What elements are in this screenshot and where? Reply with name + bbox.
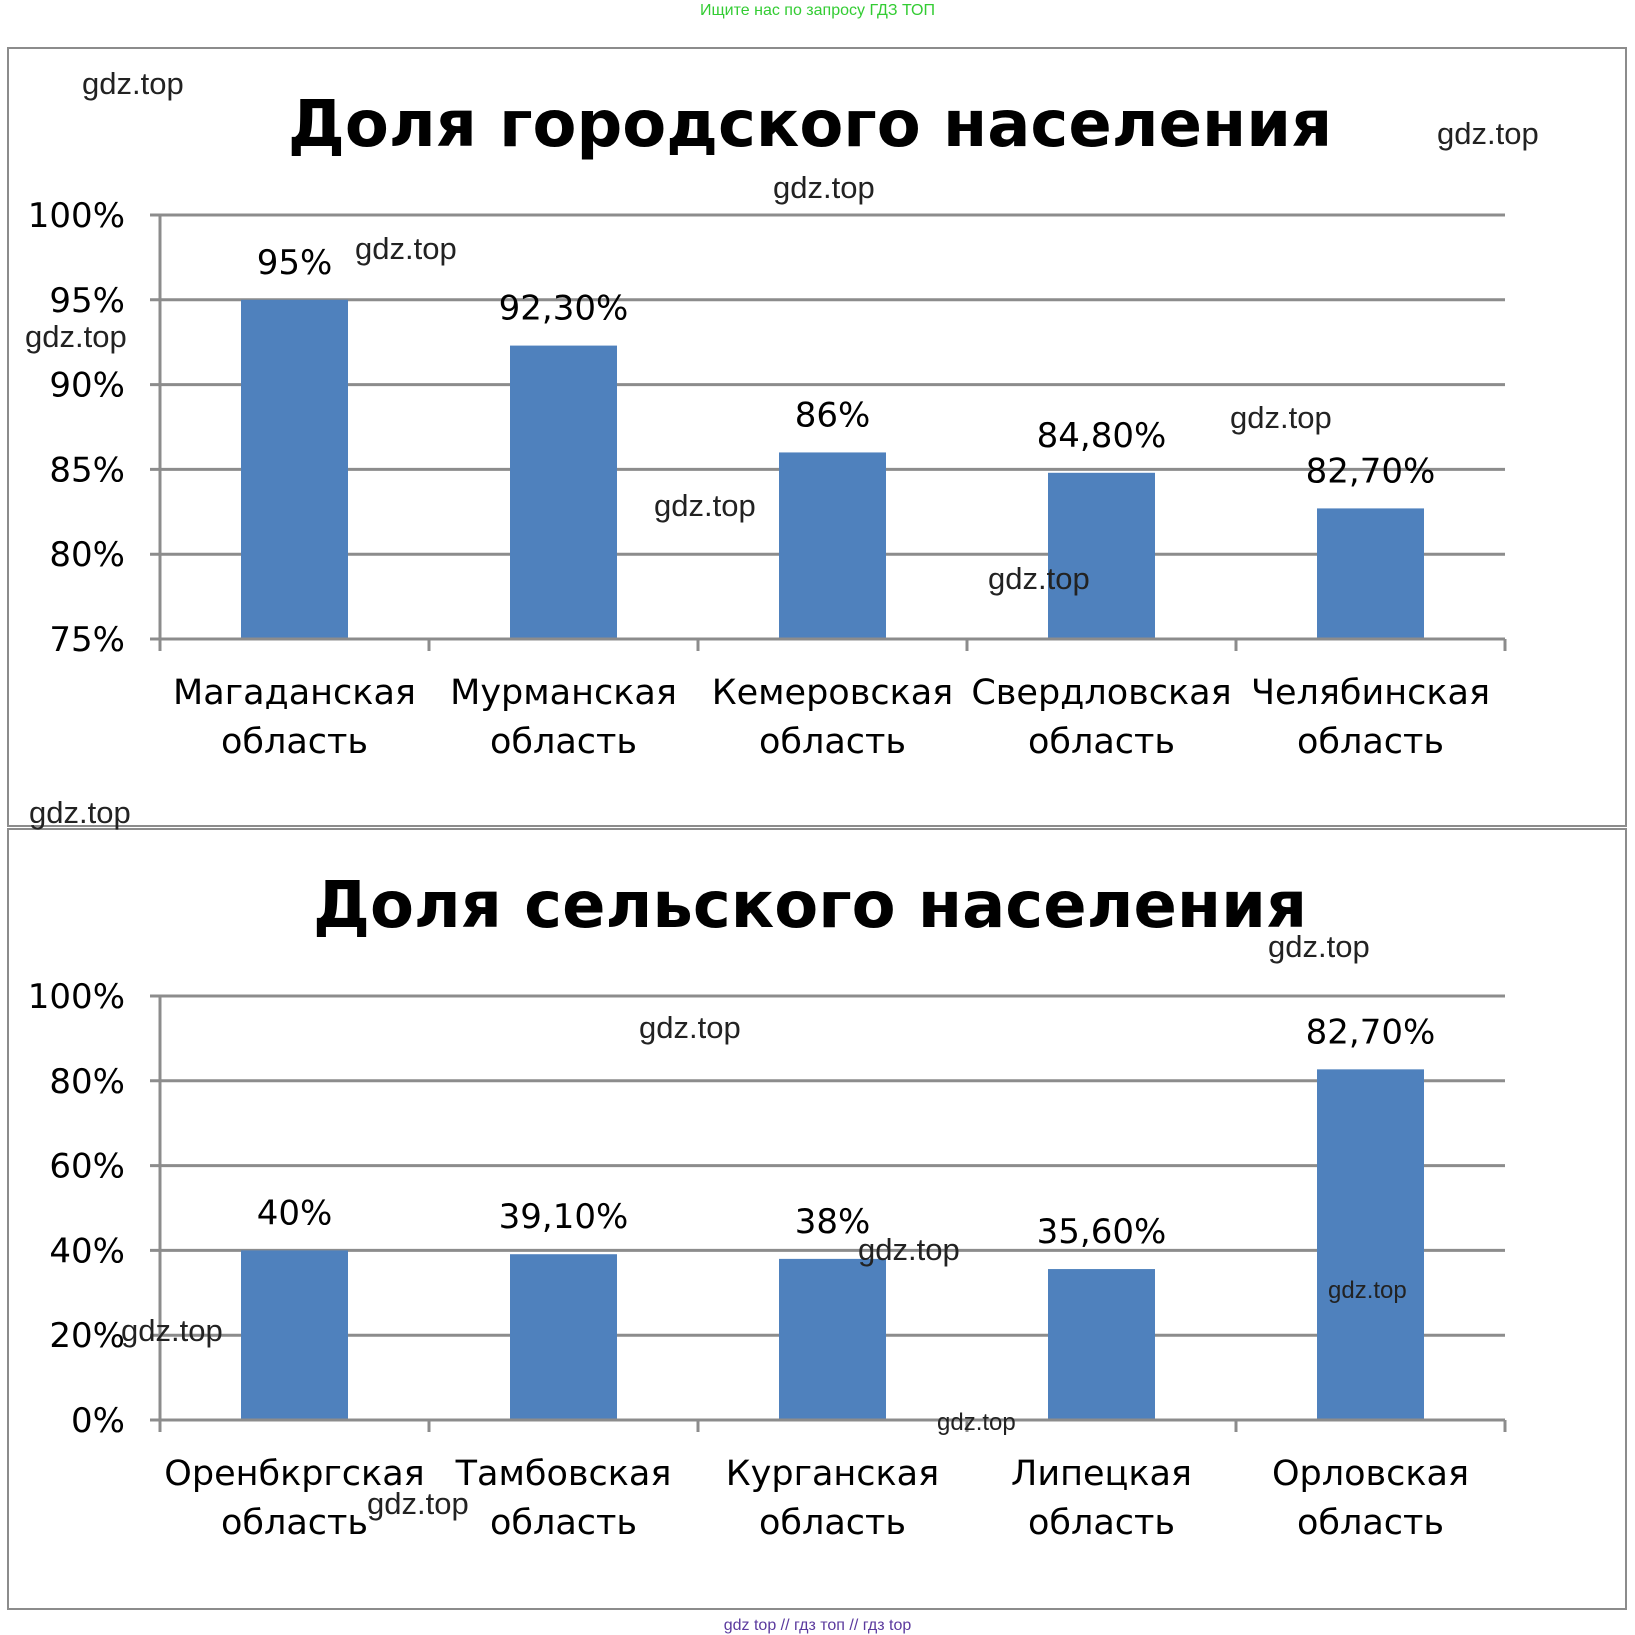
data-label: 35,60% xyxy=(1037,1212,1167,1252)
footer-banner-separator: // xyxy=(849,1617,859,1634)
y-tick-label: 60% xyxy=(49,1147,125,1187)
x-category-label: область xyxy=(490,722,637,762)
watermark: gdz.top xyxy=(1328,1277,1407,1304)
x-category-label: область xyxy=(759,722,906,762)
x-category-label: область xyxy=(490,1503,637,1543)
data-label: 82,70% xyxy=(1306,451,1436,491)
rural-population-chart-panel: Доля сельского населения 0% 20% 40% 60% 80% 10… xyxy=(7,828,1627,1610)
bar xyxy=(510,1254,617,1420)
x-category-label: Магаданская xyxy=(173,673,416,713)
x-category-label: Челябинская xyxy=(1251,673,1490,713)
x-category-label: Мурманская xyxy=(450,673,677,713)
bar xyxy=(1317,508,1424,639)
x-category-label: Курганская xyxy=(726,1454,939,1494)
footer-banner-separator: // xyxy=(780,1617,790,1634)
footer-banner-part: гдз top xyxy=(862,1617,912,1634)
x-category-label: Орловская xyxy=(1272,1454,1469,1494)
watermark: gdz.top xyxy=(1437,116,1539,151)
data-label: 40% xyxy=(257,1193,333,1233)
watermark: gdz.top xyxy=(1230,400,1332,435)
urban-population-chart: Доля городского населения 75% 80% 85% 90% 95%… xyxy=(28,88,1507,762)
footer-banner: gdz top // гдз топ // гдз top xyxy=(0,1617,1635,1635)
y-tick-label: 80% xyxy=(49,535,125,575)
bar xyxy=(241,1250,348,1420)
watermark: gdz.top xyxy=(988,561,1090,596)
bar xyxy=(510,345,617,639)
data-label: 39,10% xyxy=(499,1197,629,1237)
bar xyxy=(1317,1069,1424,1420)
bar xyxy=(779,1258,886,1420)
x-category-label: Тамбовская xyxy=(455,1454,672,1494)
watermark: gdz.top xyxy=(937,1409,1016,1436)
watermark: gdz.top xyxy=(1268,929,1370,964)
y-tick-label: 75% xyxy=(49,620,125,660)
watermark: gdz.top xyxy=(29,795,131,830)
x-category-label: Кемеровская xyxy=(712,673,953,713)
bar xyxy=(241,299,348,639)
watermark: gdz.top xyxy=(355,231,457,266)
y-tick-label: 20% xyxy=(49,1316,125,1356)
watermark: gdz.top xyxy=(121,1313,223,1348)
x-category-label: область xyxy=(1028,1503,1175,1543)
data-label: 86% xyxy=(795,395,871,435)
y-tick-label: 90% xyxy=(49,366,125,406)
data-label: 38% xyxy=(795,1202,871,1242)
y-tick-label: 80% xyxy=(49,1062,125,1102)
footer-banner-part: gdz top xyxy=(723,1617,777,1634)
data-label: 92,30% xyxy=(499,289,629,329)
header-banner: Ищите нас по запросу ГДЗ ТОП xyxy=(700,2,935,19)
rural-population-chart: Доля сельского населения 0% 20% 40% 60% 80% 10… xyxy=(28,869,1507,1543)
watermark: gdz.top xyxy=(773,170,875,205)
x-category-label: область xyxy=(1028,722,1175,762)
x-category-label: область xyxy=(221,1503,368,1543)
chart-title: Доля сельского населения xyxy=(313,869,1307,943)
bar xyxy=(1048,1269,1155,1420)
data-label: 84,80% xyxy=(1037,416,1167,456)
x-category-label: область xyxy=(759,1503,906,1543)
x-category-label: Оренбкргская xyxy=(164,1454,424,1494)
y-tick-label: 0% xyxy=(71,1401,125,1441)
y-tick-label: 95% xyxy=(49,281,125,321)
x-category-label: Липецкая xyxy=(1011,1454,1192,1494)
x-category-label: область xyxy=(1297,1503,1444,1543)
watermark: gdz.top xyxy=(858,1232,960,1267)
chart-title: Доля городского населения xyxy=(288,88,1332,162)
x-category-label: область xyxy=(1297,722,1444,762)
watermark: gdz.top xyxy=(654,488,756,523)
y-tick-label: 85% xyxy=(49,450,125,490)
bar xyxy=(779,452,886,639)
data-label: 95% xyxy=(257,243,333,283)
y-tick-label: 100% xyxy=(28,977,125,1017)
watermark: gdz.top xyxy=(639,1010,741,1045)
x-category-label: Свердловская xyxy=(971,673,1231,713)
data-label: 82,70% xyxy=(1306,1012,1436,1052)
x-category-label: область xyxy=(221,722,368,762)
y-tick-label: 40% xyxy=(49,1231,125,1271)
bar xyxy=(1048,472,1155,639)
watermark: gdz.top xyxy=(25,319,127,354)
urban-population-chart-panel: Доля городского населения 75% 80% 85% 90% 95%… xyxy=(7,47,1627,827)
watermark: gdz.top xyxy=(82,66,184,101)
y-tick-label: 100% xyxy=(28,196,125,236)
footer-banner-part: гдз топ xyxy=(794,1617,845,1634)
watermark: gdz.top xyxy=(367,1486,469,1521)
